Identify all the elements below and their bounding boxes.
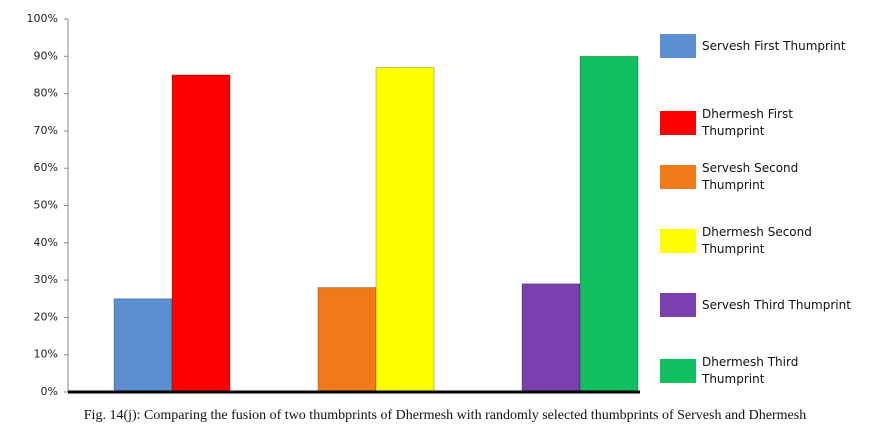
legend-swatch xyxy=(660,293,696,317)
legend-swatch xyxy=(660,111,696,135)
legend-label: Servesh Second Thumprint xyxy=(702,161,799,192)
caption: Fig. 14(j): Comparing the fusion of two … xyxy=(83,408,807,423)
legend-swatch xyxy=(660,34,696,58)
y-tick-label: 40% xyxy=(34,236,58,249)
bar xyxy=(171,74,231,393)
legend-label: Servesh Third Thumprint xyxy=(702,297,851,312)
legend-item: Dhermesh Third Thumprint xyxy=(660,354,875,388)
legend-item: Dhermesh First Thumprint xyxy=(660,106,875,140)
y-tick-label: 70% xyxy=(34,124,58,137)
legend-item: Dhermesh Second Thumprint xyxy=(660,224,875,258)
y-tick-label: 20% xyxy=(34,310,58,323)
bar xyxy=(375,66,435,393)
y-tick-label: 60% xyxy=(34,161,58,174)
y-tick-label: 90% xyxy=(34,49,58,62)
bar xyxy=(579,55,639,393)
y-tick-label: 30% xyxy=(34,273,58,286)
bar xyxy=(113,298,173,393)
legend-label: Dhermesh Third Thumprint xyxy=(702,355,799,386)
legend-label: Dhermesh Second Thumprint xyxy=(702,225,812,256)
y-tick-label: 50% xyxy=(34,199,58,212)
legend-label: Dhermesh First Thumprint xyxy=(702,107,793,138)
legend-item: Servesh First Thumprint xyxy=(660,34,875,58)
bar xyxy=(521,283,581,393)
y-tick-label: 80% xyxy=(34,87,58,100)
legend-swatch xyxy=(660,229,696,253)
y-tick-label: 0% xyxy=(41,385,58,398)
legend-item: Servesh Third Thumprint xyxy=(660,293,875,317)
y-tick-label: 100% xyxy=(27,12,58,25)
legend-label: Servesh First Thumprint xyxy=(702,38,846,53)
legend-swatch xyxy=(660,359,696,383)
legend-swatch xyxy=(660,165,696,189)
y-tick-label: 10% xyxy=(34,348,58,361)
bar xyxy=(317,287,377,393)
legend-item: Servesh Second Thumprint xyxy=(660,160,875,194)
